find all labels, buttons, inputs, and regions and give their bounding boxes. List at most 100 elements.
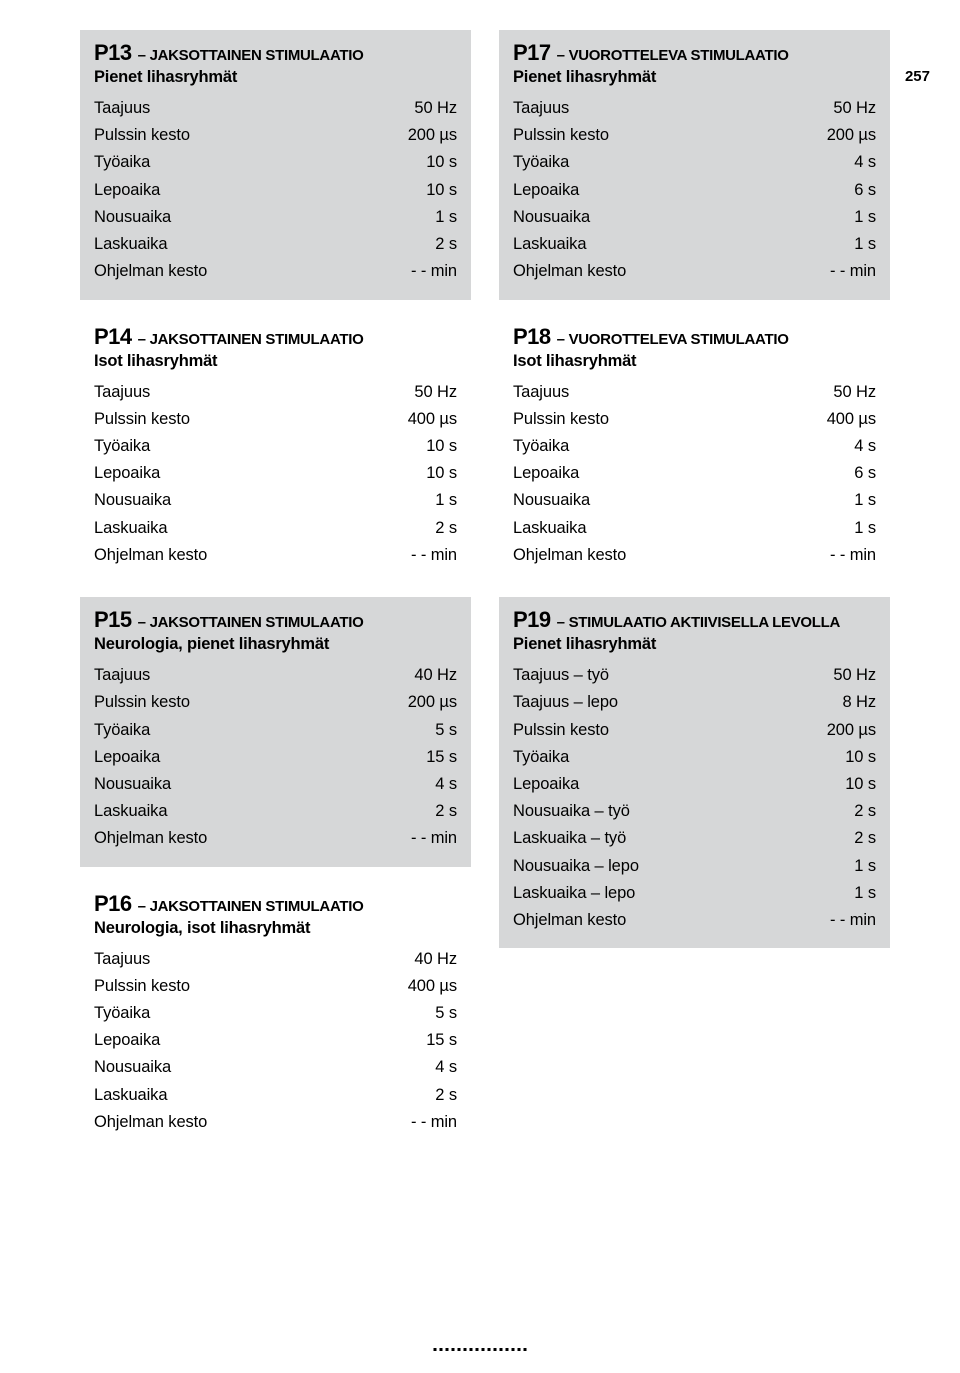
param-value: 50 Hz bbox=[833, 379, 876, 406]
program-block: P13 – JAKSOTTAINEN STIMULAATIOPienet lih… bbox=[80, 30, 471, 300]
param-value: 6 s bbox=[854, 177, 876, 204]
param-row: Työaika10 s bbox=[513, 744, 876, 771]
param-value: 1 s bbox=[854, 515, 876, 542]
param-label: Työaika bbox=[513, 433, 569, 460]
param-row: Laskuaika 2 s bbox=[94, 1082, 457, 1109]
param-row: Lepoaika10 s bbox=[94, 177, 457, 204]
param-label: Nousuaika bbox=[94, 1054, 171, 1081]
program-number: P19 bbox=[513, 607, 551, 633]
program-block: P17 – VUOROTTELEVA STIMULAATIO Pienet lih… bbox=[499, 30, 890, 300]
program-number: P17 bbox=[513, 40, 551, 66]
param-label: Taajuus bbox=[94, 95, 150, 122]
param-row: Taajuus – työ50 Hz bbox=[513, 662, 876, 689]
param-row: Lepoaika10 s bbox=[94, 460, 457, 487]
param-label: Pulssin kesto bbox=[513, 406, 609, 433]
param-row: Nousuaika1 s bbox=[513, 487, 876, 514]
param-label: Pulssin kesto bbox=[513, 122, 609, 149]
param-value: 400 µs bbox=[408, 973, 457, 1000]
param-label: Nousuaika bbox=[513, 487, 590, 514]
program-heading: P17 – VUOROTTELEVA STIMULAATIO bbox=[513, 40, 876, 66]
program-subtitle: Pienet lihasryhmät bbox=[513, 635, 876, 654]
param-value: 40 Hz bbox=[414, 946, 457, 973]
param-row: Pulssin kesto 200 µs bbox=[94, 122, 457, 149]
param-label: Lepoaika bbox=[513, 460, 579, 487]
param-value: 2 s bbox=[435, 231, 457, 258]
param-value: 50 Hz bbox=[414, 379, 457, 406]
param-label: Lepoaika bbox=[513, 177, 579, 204]
param-label: Taajuus – työ bbox=[513, 662, 609, 689]
param-label: Työaika bbox=[513, 149, 569, 176]
param-row: Pulssin kesto200 µs bbox=[513, 717, 876, 744]
param-label: Taajuus bbox=[94, 662, 150, 689]
param-row: Ohjelman kesto- - min bbox=[513, 907, 876, 934]
program-subtitle: Neurologia, isot lihasryhmät bbox=[94, 919, 457, 938]
param-label: Taajuus – lepo bbox=[513, 689, 618, 716]
program-title: – JAKSOTTAINEN STIMULAATIO bbox=[138, 614, 364, 631]
param-value: - - min bbox=[411, 258, 457, 285]
program-heading: P19 – STIMULAATIO AKTIIVISELLA LEVOLLA bbox=[513, 607, 876, 633]
param-value: - - min bbox=[830, 258, 876, 285]
program-heading: P15 – JAKSOTTAINEN STIMULAATIO bbox=[94, 607, 457, 633]
param-value: 200 µs bbox=[408, 689, 457, 716]
param-row: Nousuaika1 s bbox=[94, 487, 457, 514]
program-subtitle: Pienet lihasryhmät bbox=[513, 68, 876, 87]
page-number: 257 bbox=[905, 68, 930, 85]
right-column: P17 – VUOROTTELEVA STIMULAATIO Pienet lih… bbox=[499, 30, 890, 1150]
param-value: 2 s bbox=[854, 798, 876, 825]
param-value: 2 s bbox=[435, 798, 457, 825]
param-value: 1 s bbox=[435, 204, 457, 231]
param-label: Nousuaika – työ bbox=[513, 798, 630, 825]
param-value: 15 s bbox=[426, 744, 457, 771]
param-row: Laskuaika1 s bbox=[513, 515, 876, 542]
param-label: Lepoaika bbox=[94, 744, 160, 771]
param-row: Nousuaika1 s bbox=[94, 204, 457, 231]
param-label: Lepoaika bbox=[94, 177, 160, 204]
param-label: Taajuus bbox=[513, 95, 569, 122]
param-value: 200 µs bbox=[827, 122, 876, 149]
program-title: – STIMULAATIO AKTIIVISELLA LEVOLLA bbox=[557, 614, 840, 631]
param-row: Pulssin kesto400 µs bbox=[94, 973, 457, 1000]
param-value: 50 Hz bbox=[833, 95, 876, 122]
param-row: Pulssin kesto400 µs bbox=[513, 406, 876, 433]
param-row: Lepoaika 6 s bbox=[513, 460, 876, 487]
program-subtitle: Pienet lihasryhmät bbox=[94, 68, 457, 87]
param-row: Työaika10 s bbox=[94, 433, 457, 460]
param-label: Laskuaika bbox=[513, 231, 586, 258]
param-label: Taajuus bbox=[513, 379, 569, 406]
param-label: Lepoaika bbox=[94, 1027, 160, 1054]
param-value: 1 s bbox=[854, 204, 876, 231]
param-label: Taajuus bbox=[94, 946, 150, 973]
param-value: - - min bbox=[411, 542, 457, 569]
param-row: Pulssin kesto400 µs bbox=[94, 406, 457, 433]
param-value: 5 s bbox=[435, 717, 457, 744]
param-label: Taajuus bbox=[94, 379, 150, 406]
param-label: Laskuaika bbox=[94, 798, 167, 825]
param-row: Nousuaika4 s bbox=[94, 771, 457, 798]
param-value: 1 s bbox=[854, 880, 876, 907]
program-heading: P16 – JAKSOTTAINEN STIMULAATIO bbox=[94, 891, 457, 917]
param-label: Pulssin kesto bbox=[94, 122, 190, 149]
param-label: Pulssin kesto bbox=[513, 717, 609, 744]
left-column: P13 – JAKSOTTAINEN STIMULAATIOPienet lih… bbox=[80, 30, 471, 1150]
param-value: 1 s bbox=[854, 231, 876, 258]
param-row: Työaika5 s bbox=[94, 717, 457, 744]
param-label: Ohjelman kesto bbox=[94, 1109, 207, 1136]
param-value: 1 s bbox=[854, 853, 876, 880]
program-title: – JAKSOTTAINEN STIMULAATIO bbox=[138, 47, 364, 64]
param-label: Laskuaika bbox=[94, 1082, 167, 1109]
param-row: Työaika5 s bbox=[94, 1000, 457, 1027]
param-value: 10 s bbox=[845, 771, 876, 798]
param-row: Taajuus 40 Hz bbox=[94, 946, 457, 973]
param-row: Työaika 4 s bbox=[513, 149, 876, 176]
param-row: Taajuus 50 Hz bbox=[94, 379, 457, 406]
program-number: P14 bbox=[94, 324, 132, 350]
param-label: Työaika bbox=[94, 149, 150, 176]
param-value: 200 µs bbox=[408, 122, 457, 149]
param-row: Ohjelman kesto- - min bbox=[94, 542, 457, 569]
param-value: 2 s bbox=[435, 1082, 457, 1109]
param-value: 4 s bbox=[854, 149, 876, 176]
param-value: 6 s bbox=[854, 460, 876, 487]
program-title: – VUOROTTELEVA STIMULAATIO bbox=[557, 47, 789, 64]
param-row: Ohjelman kesto- - min bbox=[94, 258, 457, 285]
param-row: Pulssin kesto200 µs bbox=[94, 689, 457, 716]
